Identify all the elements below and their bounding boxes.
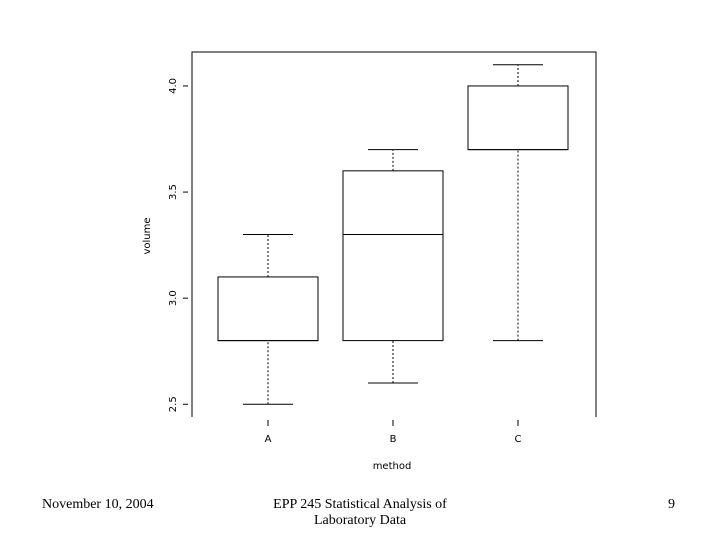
x-axis-label: method xyxy=(373,461,412,472)
footer-page: 9 xyxy=(668,497,675,512)
y-axis-label: volume xyxy=(142,217,153,254)
y-tick-label: 4.0 xyxy=(168,78,179,94)
x-tick-label: A xyxy=(265,434,272,445)
box xyxy=(467,85,569,151)
y-tick-label: 2.5 xyxy=(168,396,179,412)
y-tick-label: 3.5 xyxy=(168,184,179,200)
x-tick-label: B xyxy=(390,434,397,445)
footer-title: EPP 245 Statistical Analysis of Laborato… xyxy=(273,497,447,528)
box xyxy=(217,276,319,342)
box xyxy=(342,170,444,342)
plot-frame xyxy=(191,51,597,417)
x-tick-label: C xyxy=(515,434,522,445)
footer-date: November 10, 2004 xyxy=(42,497,154,512)
chart: method volume 2.5 3.0 3.5 4.0 A B C xyxy=(142,51,597,472)
y-tick-label: 3.0 xyxy=(168,290,179,306)
